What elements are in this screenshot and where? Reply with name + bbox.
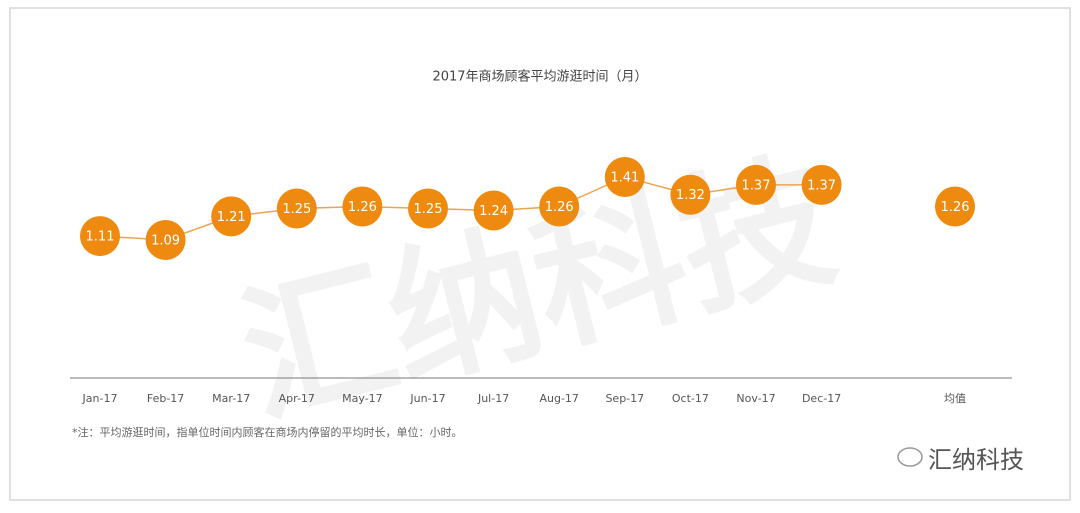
point <box>211 196 252 237</box>
point <box>604 157 645 197</box>
logo-text: 汇纳科技 <box>928 446 1024 474</box>
point <box>801 164 842 205</box>
x-tick-label: Feb-17 <box>147 392 184 405</box>
data-label: 1.37 <box>807 178 836 193</box>
data-label: 1.32 <box>676 188 705 203</box>
x-tick-label: Apr-17 <box>279 392 315 405</box>
x-tick-label: Oct-17 <box>672 392 709 405</box>
point <box>539 186 580 227</box>
data-label: 1.26 <box>941 200 970 215</box>
x-tick-label: Jul-17 <box>477 392 509 405</box>
point <box>276 188 317 229</box>
x-tick-label: Sep-17 <box>605 392 644 405</box>
data-label: 1.25 <box>282 202 311 217</box>
data-label: 1.26 <box>545 200 574 215</box>
data-label: 1.09 <box>151 234 180 249</box>
point <box>935 186 975 227</box>
x-tick-label: Jun-17 <box>409 392 445 405</box>
point <box>408 188 448 229</box>
point <box>736 164 776 205</box>
x-tick-label: Aug-17 <box>539 392 578 405</box>
point <box>342 186 383 227</box>
point <box>670 174 711 215</box>
x-tick-label: May-17 <box>342 392 383 405</box>
chart-title: 2017年商场顾客平均游逛时间（月） <box>432 69 647 85</box>
frame <box>9 7 1071 501</box>
point <box>80 216 120 257</box>
point <box>473 190 514 231</box>
data-label: 1.24 <box>479 204 508 219</box>
data-label: 1.25 <box>414 202 443 217</box>
x-tick-label: 均值 <box>944 392 966 405</box>
data-label: 1.21 <box>217 210 246 225</box>
data-label: 1.41 <box>610 171 639 186</box>
x-tick-label: Nov-17 <box>736 392 775 405</box>
x-tick-label: Mar-17 <box>212 392 250 405</box>
footnote: *注：平均游逛时间，指单位时间内顾客在商场内停留的平均时长，单位：小时。 <box>72 425 463 439</box>
data-label: 1.11 <box>86 230 115 245</box>
logo-icon <box>897 447 923 467</box>
logo: 汇纳科技 <box>897 446 1024 474</box>
x-tick-label: Dec-17 <box>802 392 841 405</box>
point <box>145 220 186 260</box>
x-tick-label: Jan-17 <box>82 392 118 405</box>
data-label: 1.37 <box>742 178 771 193</box>
data-label: 1.26 <box>348 200 377 215</box>
